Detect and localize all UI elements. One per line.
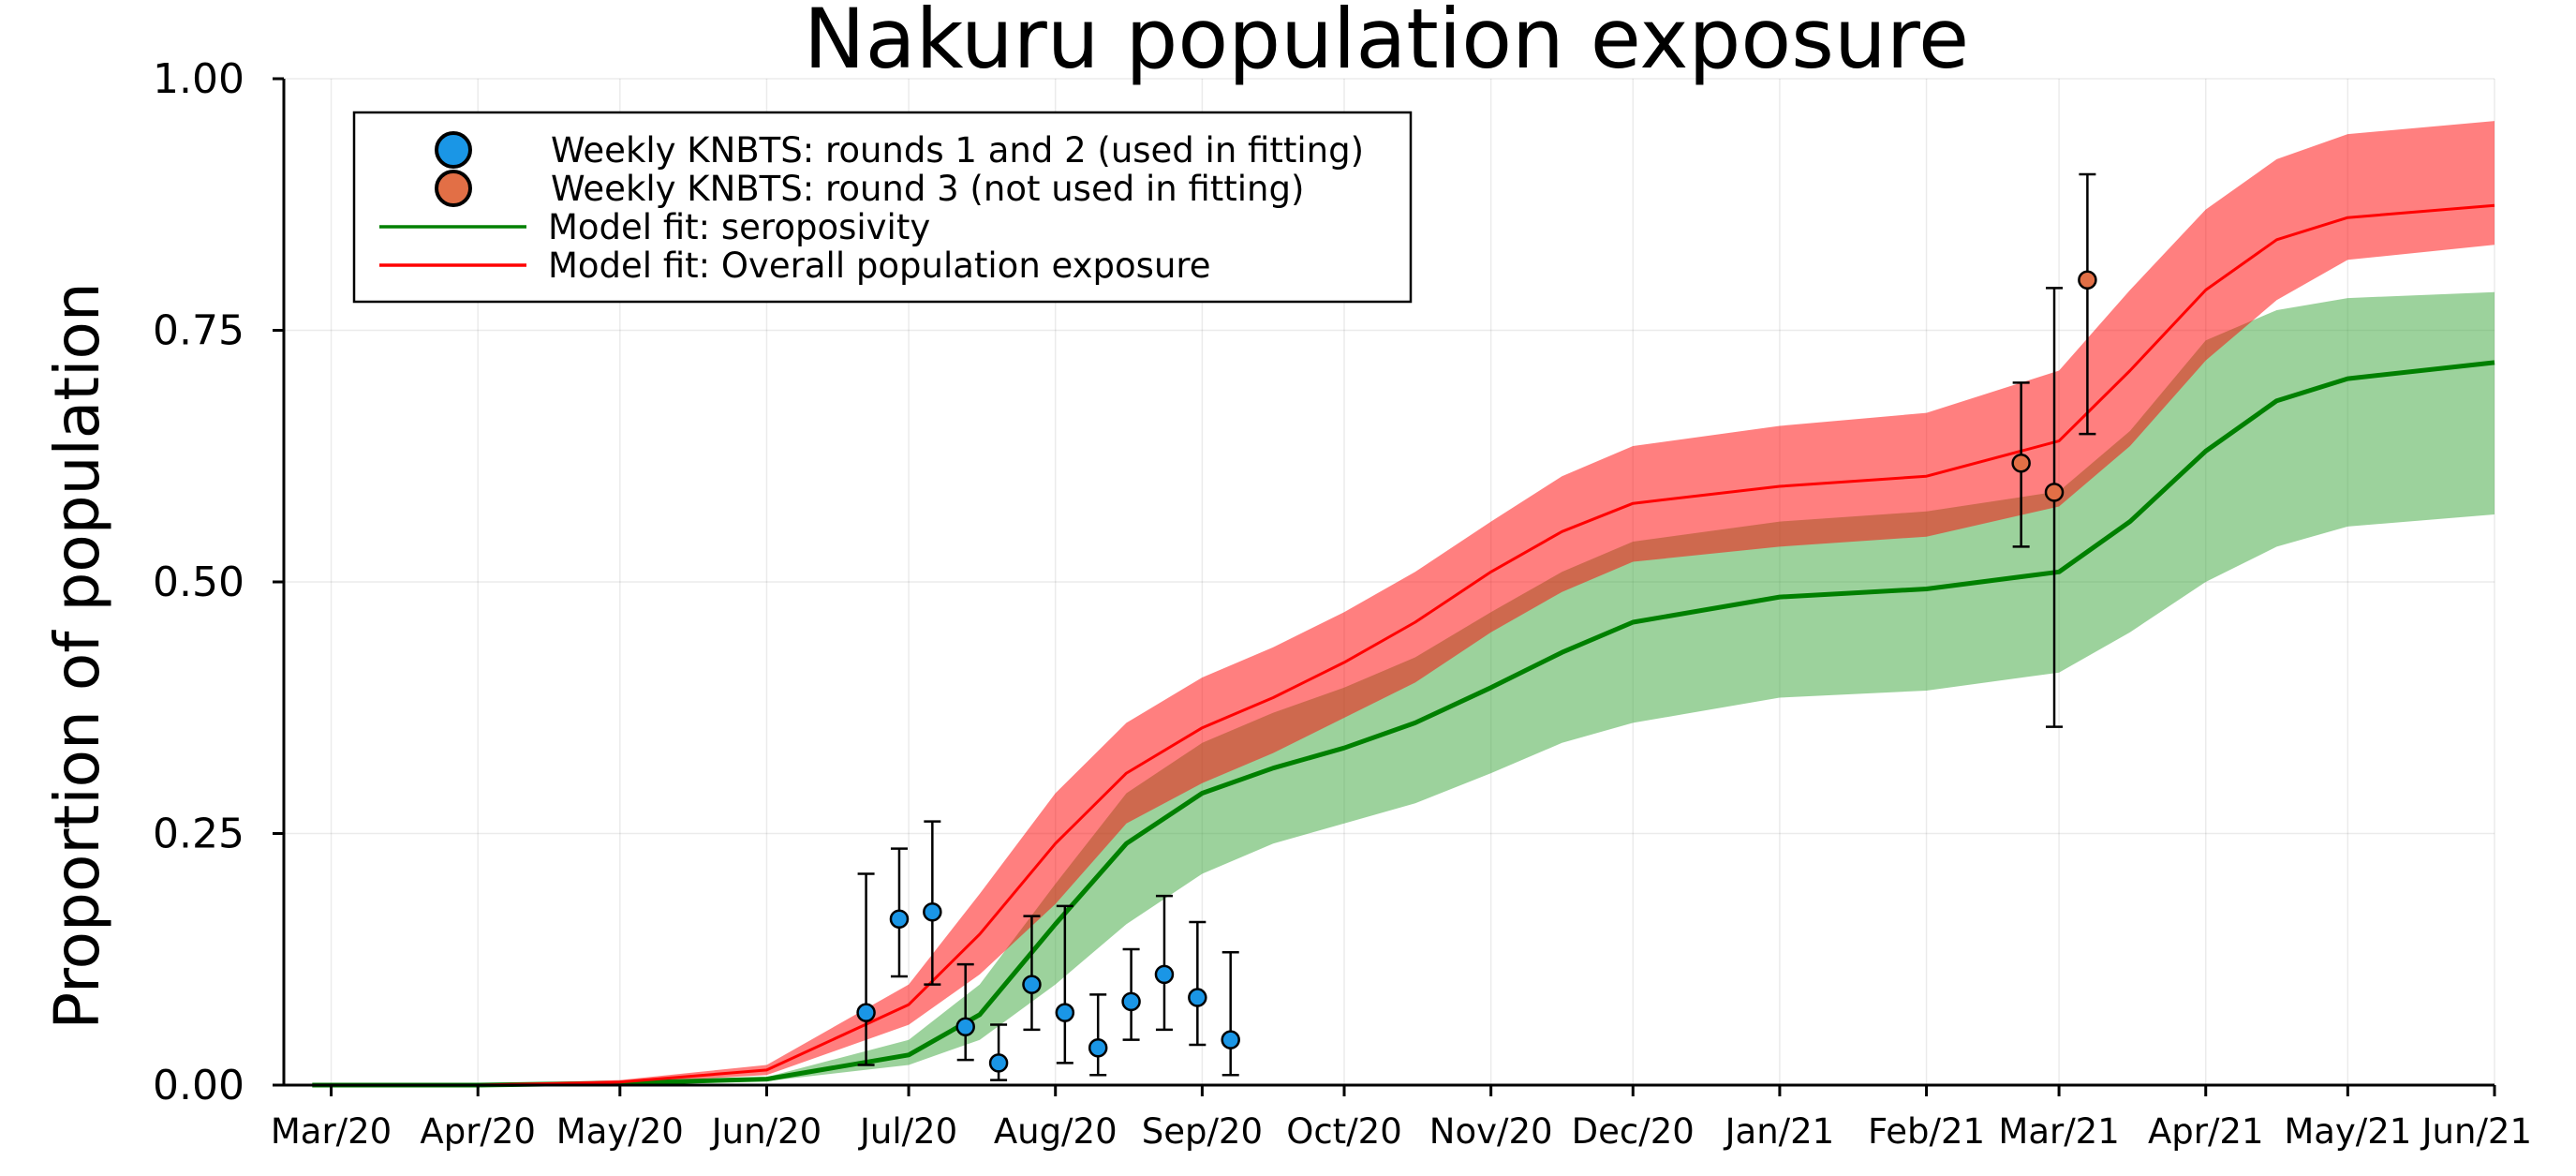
legend-item: Model fit: seroposivity [379, 207, 930, 247]
data-point [1154, 964, 1175, 985]
data-point-group [923, 820, 942, 986]
data-point [1188, 988, 1207, 1007]
x-tick-label: May/21 [2284, 1111, 2411, 1152]
point-layer [856, 172, 2097, 1081]
data-point [2044, 483, 2065, 502]
chart-title: Nakuru population exposure [804, 0, 1969, 87]
data-point [856, 1003, 876, 1022]
y-tick-label: 0.25 [153, 811, 244, 858]
data-point [1088, 1038, 1108, 1058]
axis-layer: 0.00 0.25 0.50 0.75 1.00 Mar/20 Apr/20 May/20 Ju… [153, 55, 2532, 1152]
y-tick-label: 1.00 [153, 55, 244, 103]
data-point [923, 902, 942, 922]
x-tick-label: Apr/21 [2148, 1111, 2264, 1152]
legend-label: Weekly KNBTS: round 3 (not used in fitti… [551, 169, 1304, 209]
data-point [1221, 1030, 1240, 1049]
legend-label: Model fit: Overall population exposure [548, 246, 1211, 286]
data-point [955, 1017, 975, 1036]
x-tick-label: May/20 [556, 1111, 684, 1152]
data-point [889, 909, 910, 930]
data-point [2011, 454, 2031, 473]
legend-item: Weekly KNBTS: rounds 1 and 2 (used in fi… [435, 130, 1364, 171]
band-layer [312, 121, 2495, 1086]
x-tick-label: Jul/20 [858, 1111, 957, 1152]
legend-item: Weekly KNBTS: round 3 (not used in fitti… [435, 169, 1304, 209]
x-tick-label: Mar/21 [1998, 1111, 2119, 1152]
x-tick-label: Sep/20 [1142, 1111, 1263, 1152]
data-point-group [1188, 920, 1207, 1047]
data-point [988, 1053, 1009, 1073]
x-tick-label: Apr/20 [420, 1111, 536, 1152]
data-point [2078, 270, 2097, 290]
data-point-group [1022, 915, 1042, 1032]
x-tick-label: Mar/20 [271, 1111, 392, 1152]
line-exposure [312, 203, 2495, 1087]
data-point-group [856, 872, 876, 1066]
data-point-group [2078, 172, 2097, 436]
band-exposure [312, 121, 2495, 1086]
y-axis-label: Proportion of population [41, 282, 113, 1029]
x-tick-label: Oct/20 [1286, 1111, 1402, 1152]
legend-label: Weekly KNBTS: rounds 1 and 2 (used in fi… [551, 130, 1364, 171]
x-tick-label: Jun/21 [2421, 1111, 2532, 1152]
data-point-group [988, 1023, 1009, 1081]
x-tick-label: Dec/20 [1572, 1111, 1695, 1152]
data-point [1022, 975, 1042, 994]
legend-marker [435, 170, 472, 207]
legend: Weekly KNBTS: rounds 1 and 2 (used in fi… [352, 111, 1413, 304]
data-point-group [1221, 950, 1240, 1077]
data-point-group [1121, 947, 1141, 1041]
data-point-group [2011, 381, 2031, 548]
band-seropositivity [312, 291, 2495, 1085]
line-seropositivity [312, 360, 2495, 1088]
data-point [1121, 991, 1141, 1012]
x-tick-label: Nov/20 [1429, 1111, 1553, 1152]
x-tick-label: Aug/20 [994, 1111, 1118, 1152]
data-point-group [889, 847, 910, 978]
legend-label: Model fit: seroposivity [548, 207, 930, 247]
y-tick-label: 0.50 [153, 558, 244, 606]
y-tick-label: 0.00 [153, 1062, 244, 1109]
line-layer [312, 203, 2495, 1088]
x-tick-label: Jan/21 [1724, 1111, 1835, 1152]
y-tick-label: 0.75 [153, 307, 244, 355]
data-point-group [1154, 894, 1175, 1032]
x-tick-label: Feb/21 [1868, 1111, 1985, 1152]
legend-marker [435, 131, 472, 169]
legend-item: Model fit: Overall population exposure [379, 246, 1211, 286]
data-point-group [2044, 287, 2065, 728]
data-point-group [1055, 904, 1075, 1064]
data-point [1055, 1003, 1075, 1022]
x-tick-label: Jun/20 [710, 1111, 822, 1152]
data-point-group [955, 962, 975, 1062]
data-point-group [1088, 993, 1108, 1077]
legend-box [352, 111, 1413, 304]
